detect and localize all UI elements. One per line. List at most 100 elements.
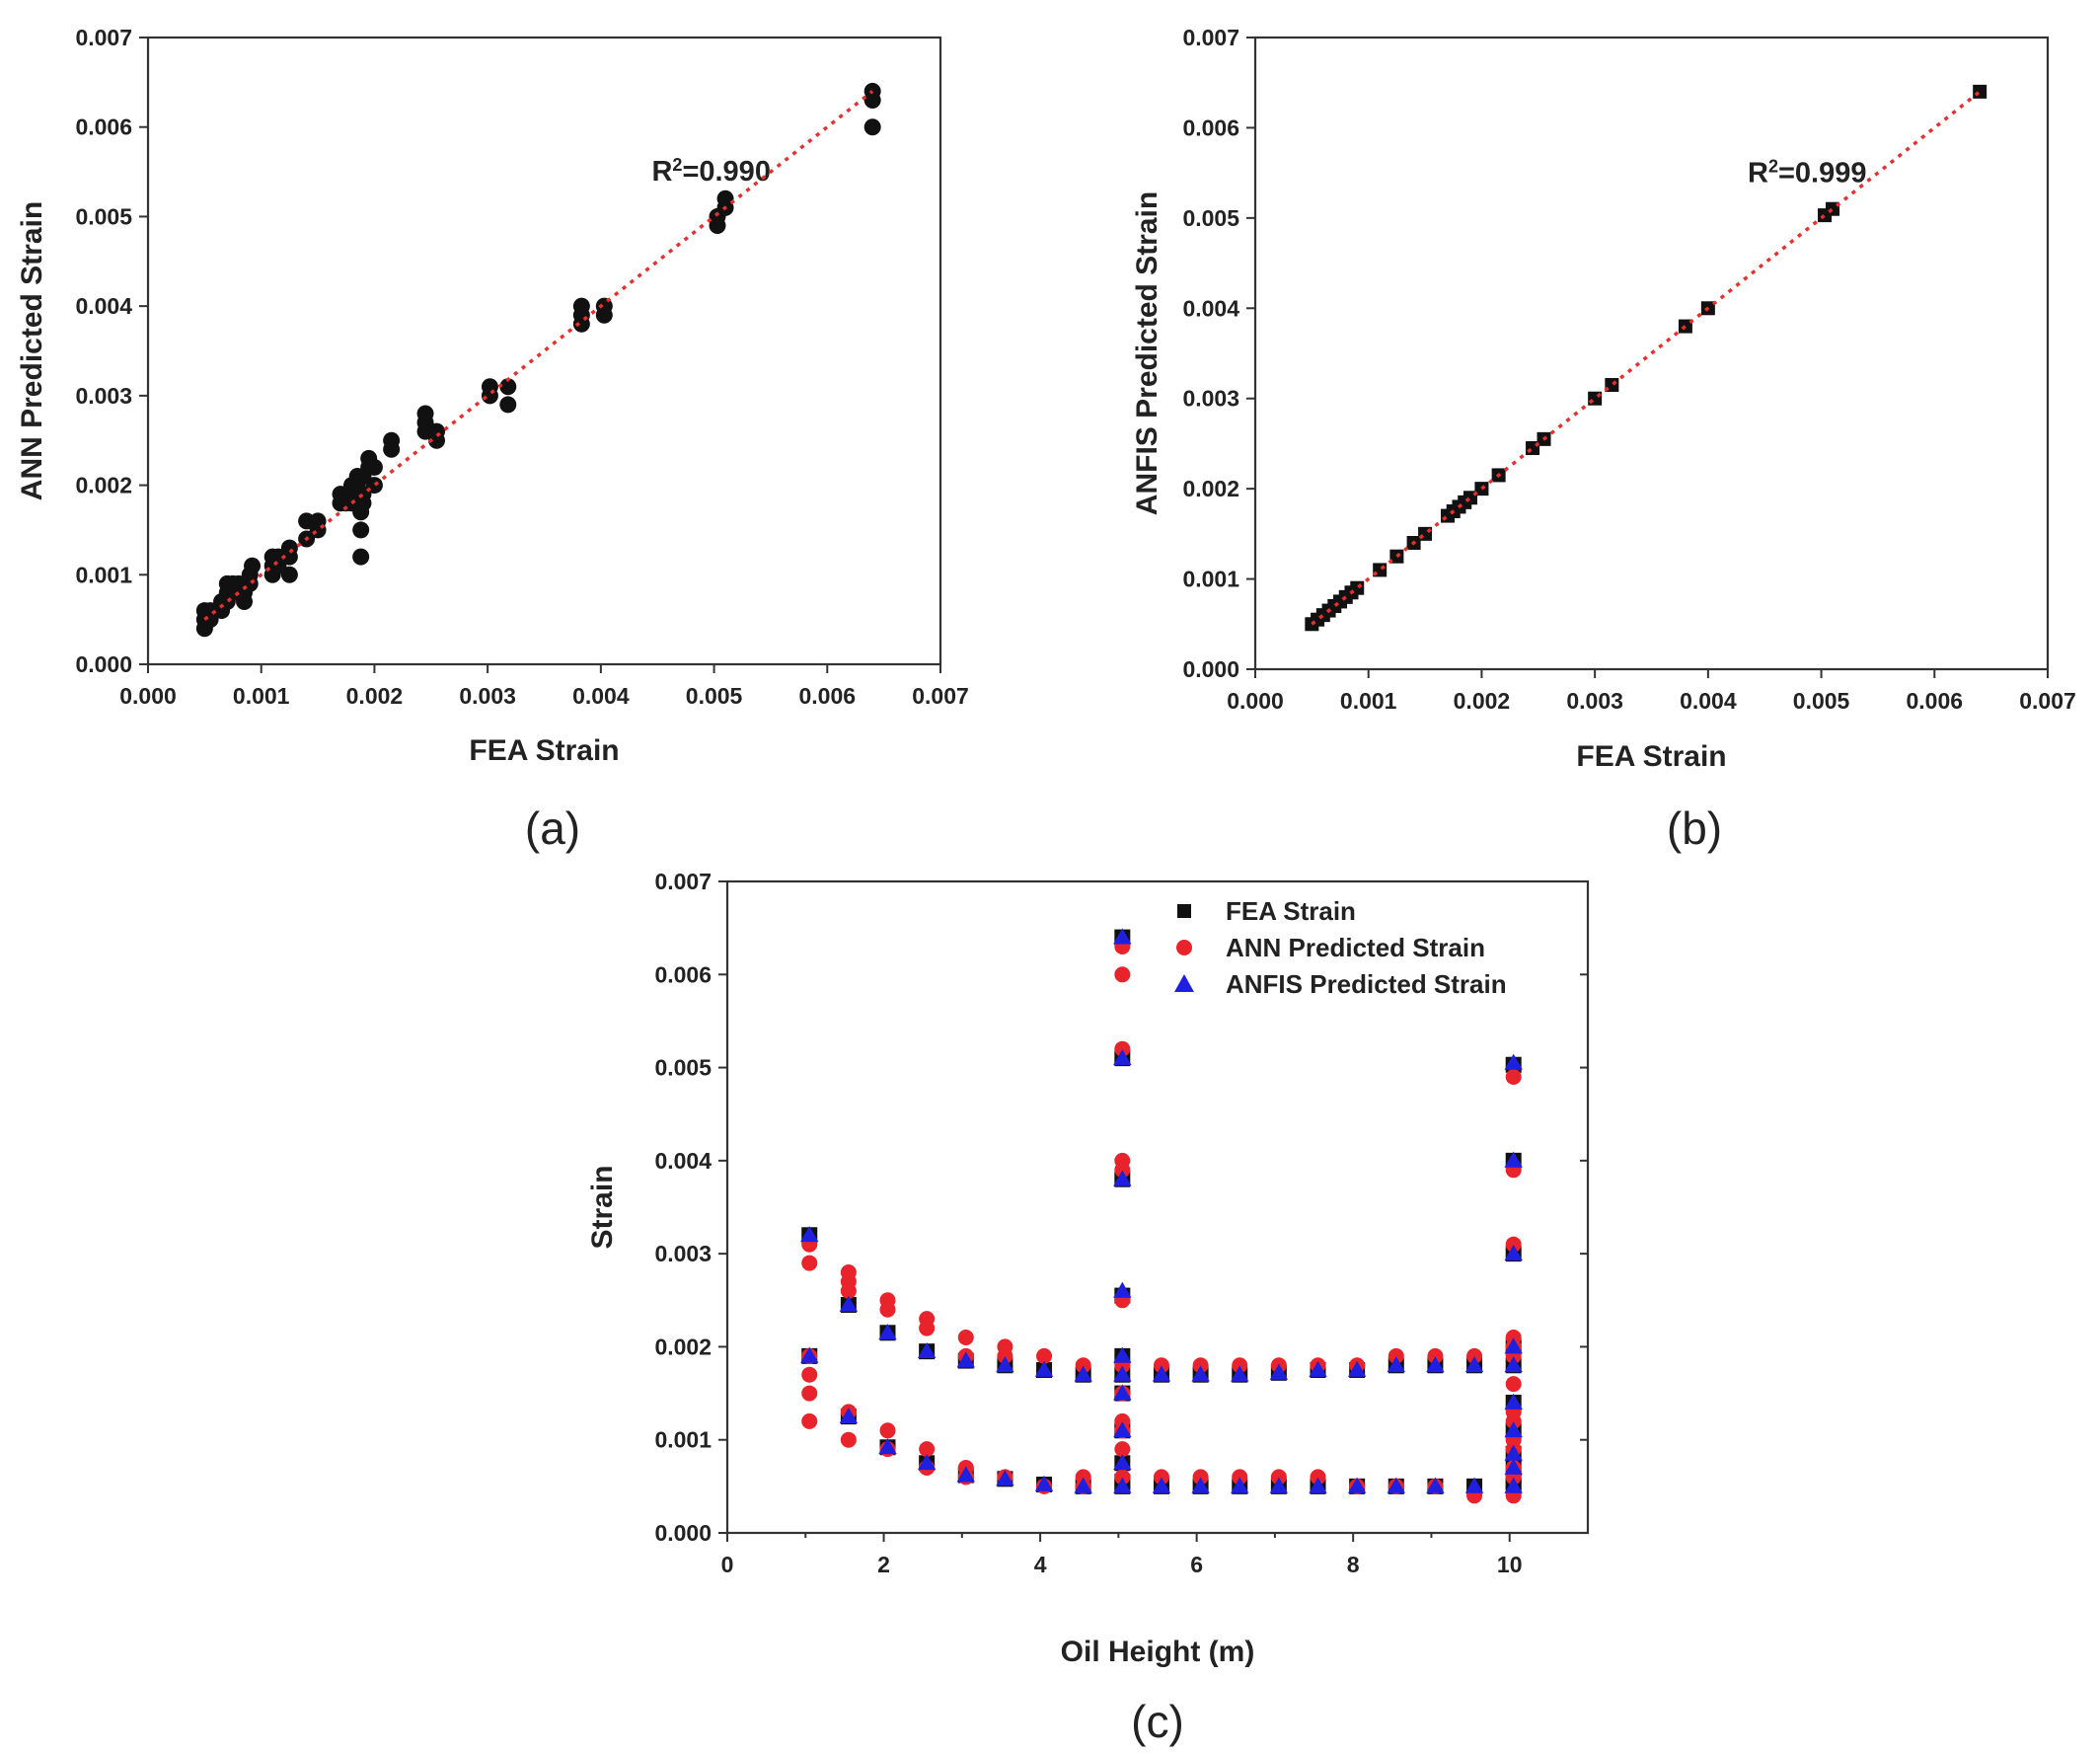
data-point bbox=[1504, 1458, 1523, 1475]
data-point bbox=[1347, 1477, 1367, 1493]
y-tick-label: 0.006 bbox=[1182, 114, 1239, 140]
legend-item-ann: ANN Predicted Strain bbox=[1176, 933, 1485, 962]
data-point bbox=[1114, 1469, 1131, 1486]
data-point bbox=[1427, 1347, 1444, 1364]
x-tick-label: 0.006 bbox=[1907, 688, 1964, 714]
y-tick-label: 0.005 bbox=[654, 1055, 712, 1081]
y-tick-label: 0.000 bbox=[75, 651, 132, 677]
data-point bbox=[1464, 1477, 1484, 1493]
data-point bbox=[801, 1385, 818, 1402]
data-point bbox=[1504, 1337, 1523, 1354]
y-tick-label: 0.000 bbox=[1182, 656, 1239, 682]
data-point bbox=[1269, 1363, 1289, 1380]
panel-a-xlabel: FEA Strain bbox=[469, 734, 619, 767]
panel-b-ylabel: ANFIS Predicted Strain bbox=[1131, 191, 1163, 515]
data-point bbox=[957, 1330, 974, 1345]
data-point bbox=[428, 422, 446, 440]
panel-c-xlabel: Oil Height (m) bbox=[1061, 1636, 1255, 1668]
data-point bbox=[352, 521, 370, 539]
data-point bbox=[1114, 966, 1131, 983]
data-point bbox=[1309, 1360, 1327, 1377]
legend-label-anfis: ANFIS Predicted Strain bbox=[1226, 969, 1507, 999]
data-point bbox=[1114, 1040, 1131, 1057]
legend-marker-square bbox=[1177, 904, 1191, 918]
x-tick-label: 0.006 bbox=[799, 683, 857, 709]
data-point bbox=[879, 1422, 896, 1439]
data-point bbox=[1113, 1384, 1132, 1401]
data-point bbox=[1309, 1477, 1327, 1493]
data-point bbox=[1505, 1376, 1522, 1393]
data-point bbox=[280, 539, 298, 557]
data-point bbox=[1113, 1048, 1132, 1066]
panel-c-axis-ticks: 0 2 4 6 8 10 0.000 0.001 0.002 0.003 0.004 0.005 0.0… bbox=[654, 869, 1588, 1577]
data-point bbox=[1232, 1357, 1248, 1374]
panel-c-label: (c) bbox=[1131, 1696, 1184, 1747]
data-point bbox=[801, 1412, 818, 1429]
y-tick-label: 0.001 bbox=[75, 562, 132, 587]
data-point bbox=[863, 82, 881, 100]
y-tick-label: 0.003 bbox=[1182, 386, 1239, 412]
data-point bbox=[1232, 1469, 1248, 1486]
data-point bbox=[1113, 1365, 1132, 1382]
data-point bbox=[1269, 1477, 1289, 1493]
data-point bbox=[280, 566, 298, 583]
y-tick-label: 0.002 bbox=[654, 1334, 712, 1359]
panel-b-fit-line bbox=[1311, 90, 1982, 626]
data-point bbox=[1074, 1477, 1092, 1493]
data-point bbox=[917, 1454, 937, 1471]
data-point bbox=[1387, 1356, 1405, 1373]
data-point bbox=[956, 1351, 975, 1368]
data-point bbox=[1678, 319, 1692, 334]
y-tick-label: 0.007 bbox=[1182, 25, 1239, 50]
y-tick-label: 0.000 bbox=[654, 1520, 712, 1546]
x-tick-label: 0.001 bbox=[1340, 688, 1397, 714]
data-point bbox=[996, 1356, 1014, 1373]
panel-c-ylabel: Strain bbox=[586, 1165, 619, 1249]
x-tick-label: 0.001 bbox=[233, 683, 290, 709]
data-point bbox=[1504, 1356, 1523, 1373]
y-tick-label: 0.005 bbox=[75, 203, 132, 229]
x-tick-label: 0.004 bbox=[1680, 688, 1737, 714]
data-point bbox=[1114, 1412, 1131, 1429]
data-point bbox=[801, 1366, 818, 1383]
data-point bbox=[1036, 1347, 1053, 1364]
panel-a-fit-line bbox=[203, 90, 874, 622]
x-tick-label: 6 bbox=[1190, 1552, 1203, 1577]
legend-marker-triangle bbox=[1174, 974, 1194, 992]
x-tick-label: 8 bbox=[1347, 1552, 1360, 1577]
data-point bbox=[839, 1407, 859, 1424]
series-3 bbox=[800, 928, 1523, 1493]
y-tick-label: 0.003 bbox=[75, 383, 132, 409]
data-point bbox=[1113, 928, 1132, 945]
data-point bbox=[839, 1295, 859, 1312]
data-point bbox=[878, 1438, 897, 1455]
data-point bbox=[1231, 1365, 1249, 1382]
x-tick-label: 0.007 bbox=[912, 683, 969, 709]
x-tick-label: 0.002 bbox=[1454, 688, 1511, 714]
panel-b-r2-sup: 2 bbox=[1768, 156, 1778, 176]
x-tick-label: 0 bbox=[721, 1552, 734, 1577]
data-point bbox=[1153, 1357, 1169, 1374]
panel-b-r2-annotation: R2=0.999 bbox=[1748, 156, 1866, 189]
data-point bbox=[244, 557, 262, 574]
panel-c: 0 2 4 6 8 10 0.000 0.001 0.002 0.003 0.004 0.005 0.0… bbox=[586, 869, 1590, 1747]
y-tick-label: 0.001 bbox=[654, 1427, 712, 1453]
panel-c-plot-frame bbox=[725, 879, 1590, 1535]
legend-label-fea: FEA Strain bbox=[1226, 896, 1356, 926]
x-tick-label: 0.007 bbox=[2019, 688, 2076, 714]
x-tick-label: 0.000 bbox=[1227, 688, 1284, 714]
y-tick-label: 0.007 bbox=[75, 25, 132, 50]
data-point bbox=[1075, 1357, 1091, 1374]
x-tick-label: 0.003 bbox=[459, 683, 516, 709]
data-point bbox=[1505, 1069, 1522, 1085]
data-point bbox=[879, 1292, 896, 1309]
data-point bbox=[383, 431, 401, 449]
series-2 bbox=[801, 939, 1522, 1504]
series-1 bbox=[801, 929, 1522, 1494]
data-point bbox=[1192, 1469, 1209, 1486]
data-point bbox=[1191, 1477, 1210, 1493]
panel-a-r2-base: R bbox=[651, 156, 672, 188]
data-point bbox=[1231, 1477, 1249, 1493]
x-tick-label: 0.004 bbox=[572, 683, 630, 709]
data-point bbox=[716, 190, 734, 207]
